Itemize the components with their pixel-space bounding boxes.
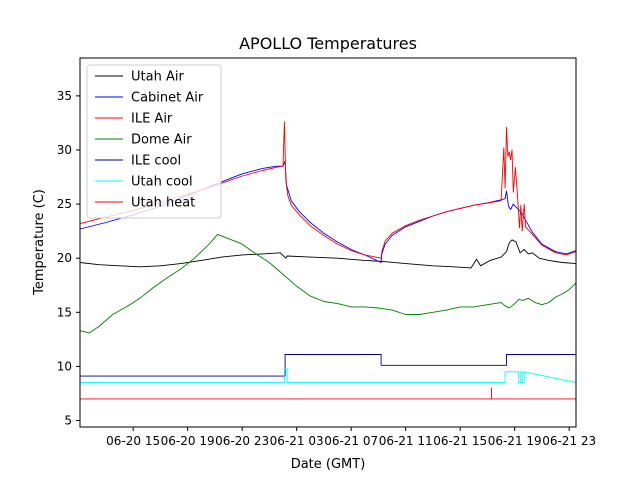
chart-title: APOLLO Temperatures <box>239 34 417 53</box>
series-line-utah-cool <box>80 368 577 384</box>
plot-frame <box>79 57 577 428</box>
x-tick-label: 06-20 19 <box>161 434 215 448</box>
y-tick-label: 25 <box>57 197 72 211</box>
legend-box <box>86 64 222 219</box>
y-tick-label: 30 <box>57 143 72 157</box>
x-tick-label: 06-20 23 <box>215 434 269 448</box>
legend-label: ILE Air <box>131 112 173 127</box>
legend-label: Cabinet Air <box>131 91 204 106</box>
legend-label: Utah Air <box>131 70 184 85</box>
legend-label: Dome Air <box>131 133 192 148</box>
series-line-cabinet-air <box>79 160 577 263</box>
y-tick-label: 5 <box>64 414 72 428</box>
series-line-ile-cool <box>80 354 576 377</box>
series-line-ile-air <box>79 121 577 259</box>
legend-label: Utah heat <box>131 196 195 211</box>
x-tick-label: 06-21 23 <box>542 434 596 448</box>
x-tick-label: 06-20 15 <box>106 434 160 448</box>
x-tick-label: 06-21 11 <box>379 434 433 448</box>
series-line-utah-heat <box>80 387 576 400</box>
x-tick-label: 06-21 03 <box>270 434 324 448</box>
y-tick-label: 35 <box>57 89 72 103</box>
legend-label: ILE cool <box>131 154 181 169</box>
x-axis-label: Date (GMT) <box>291 457 366 472</box>
y-tick-label: 15 <box>57 305 72 319</box>
series-line-dome-air <box>79 233 577 334</box>
legend-label: Utah cool <box>131 175 193 190</box>
x-tick-label: 06-21 15 <box>433 434 487 448</box>
series-line-utah-air <box>79 239 577 269</box>
ticks-layer: 06-20 15 06-20 19 06-20 23 06-21 03 06-21 07… <box>57 89 596 448</box>
x-tick-label: 06-21 07 <box>324 434 378 448</box>
legend: Utah Air Cabinet Air ILE Air Dome Air ILE co… <box>86 64 222 219</box>
y-tick-label: 20 <box>57 251 72 265</box>
y-axis-label: Temperature (C) <box>32 189 47 296</box>
x-tick-label: 06-21 19 <box>488 434 542 448</box>
series-layer <box>79 121 577 400</box>
y-tick-label: 10 <box>57 359 72 373</box>
